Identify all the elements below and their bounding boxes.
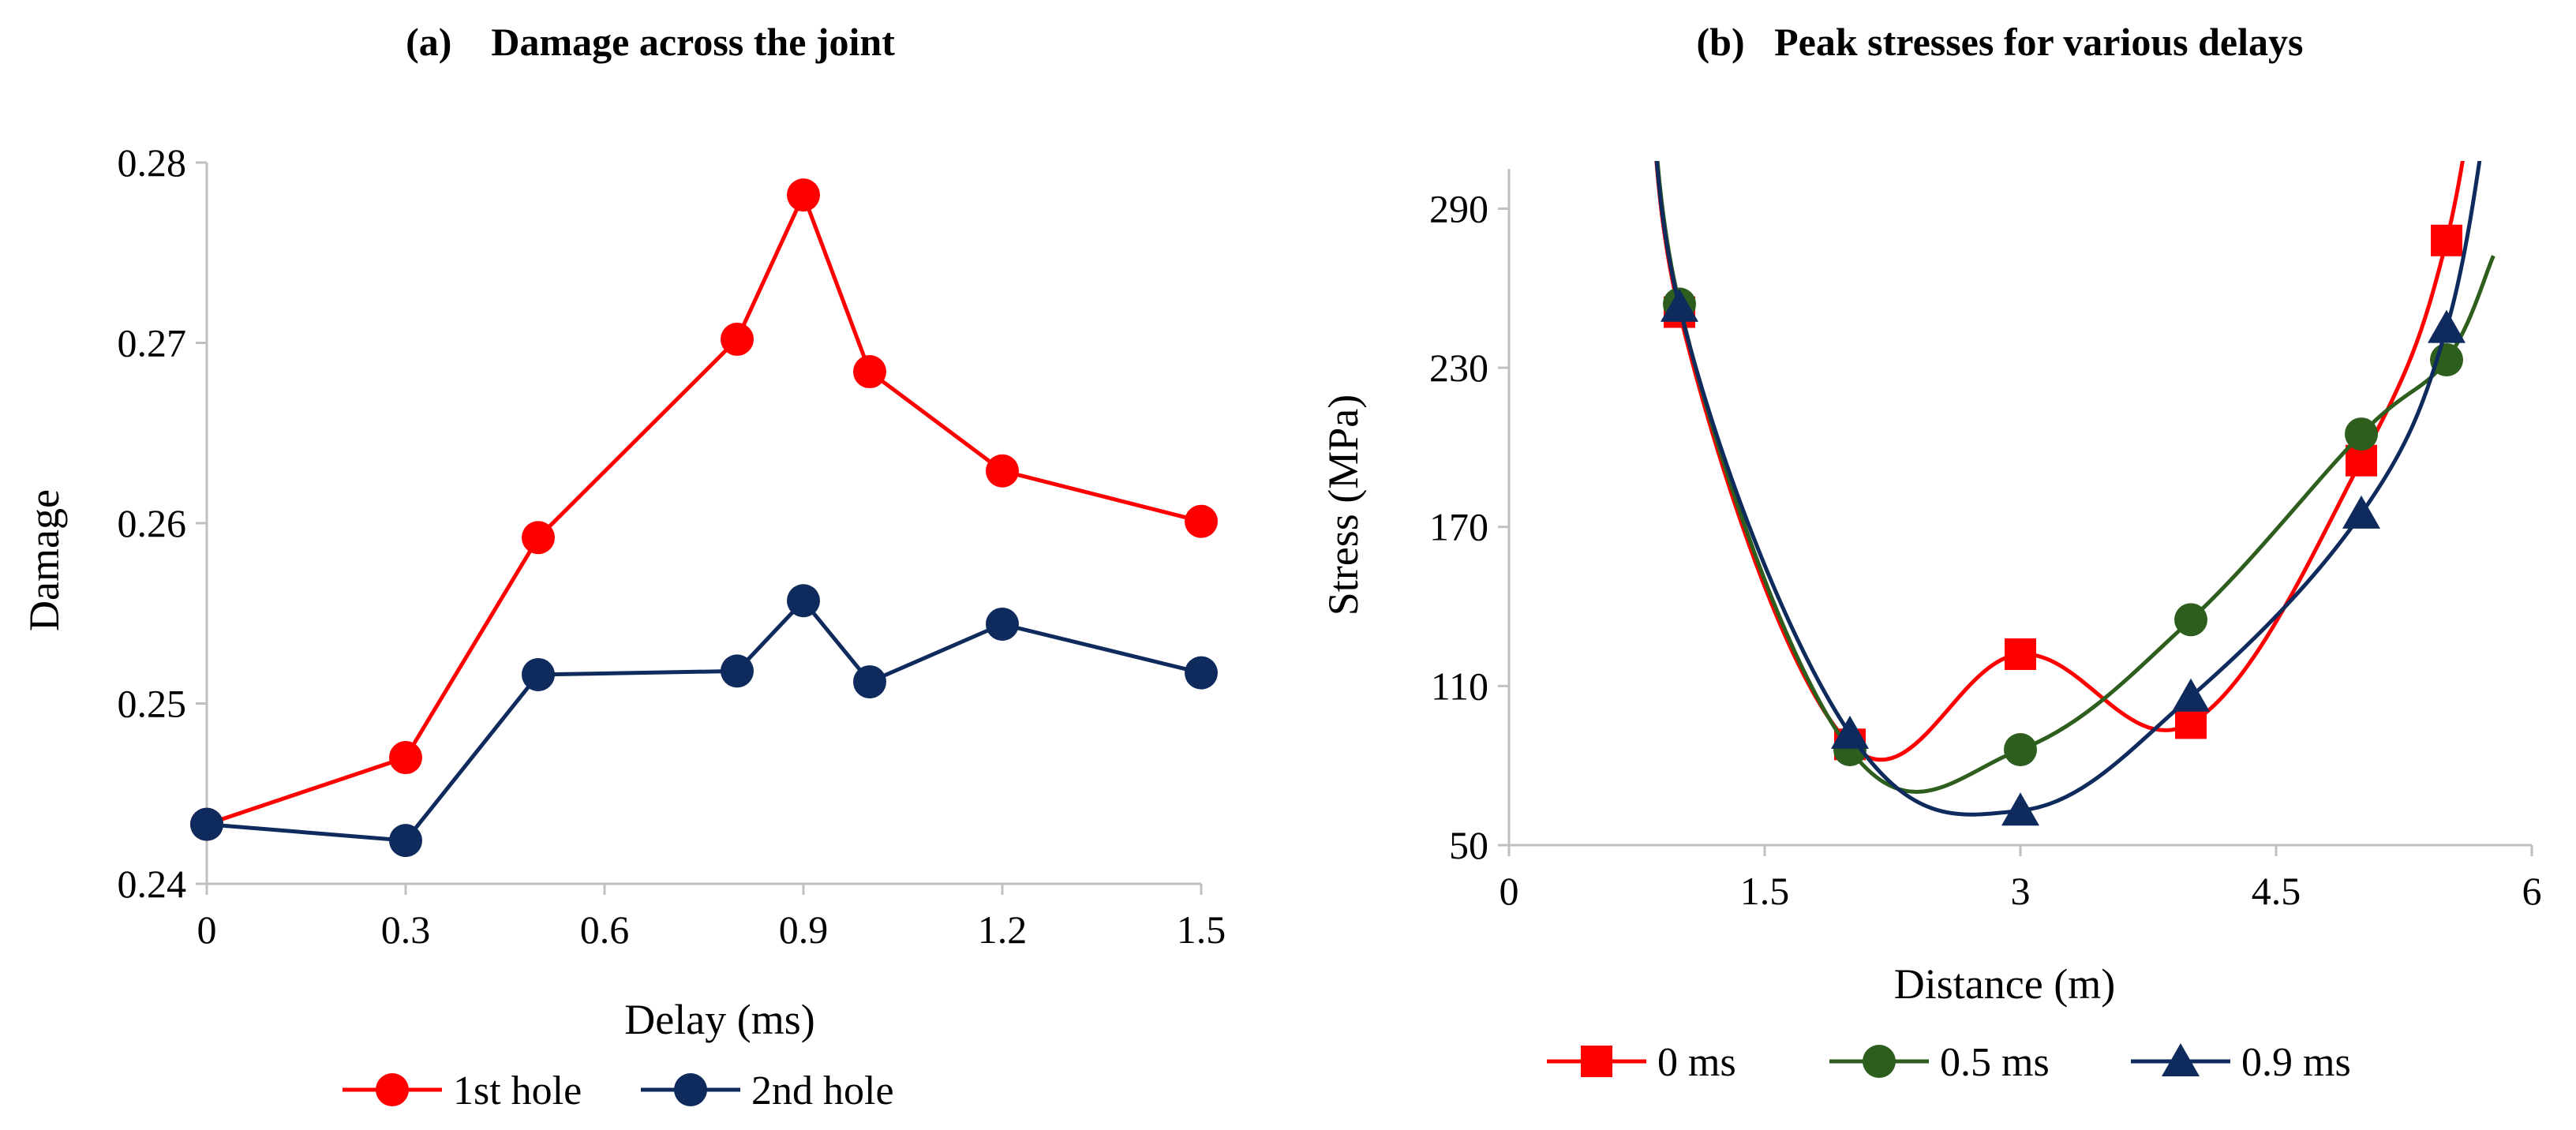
a-point-1st-hole (389, 741, 422, 775)
chart-a-y-ticks: 0.24 0.25 0.26 0.27 0.28 (118, 140, 207, 906)
chart-a-y-label: Damage (21, 489, 68, 631)
b-series-line-0-9-ms (1654, 161, 2482, 817)
a-point-2nd-hole (986, 607, 1019, 641)
a-y-tick-label: 0.25 (118, 682, 187, 726)
b-point-0-ms (2005, 638, 2036, 671)
chart-b-series (1654, 161, 2496, 826)
b-x-tick-label: 6 (2522, 869, 2542, 913)
legend-2nd-hole-marker (674, 1073, 707, 1106)
chart-b-x-ticks: 0 1.5 3 4.5 6 (1500, 845, 2542, 913)
a-point-1st-hole (853, 355, 886, 389)
a-series-line-1st-hole (206, 193, 1202, 826)
b-y-tick-label: 110 (1431, 664, 1488, 708)
a-point-2nd-hole (389, 824, 422, 858)
b-point-0-9-ms (2001, 792, 2039, 826)
b-point-0-9-ms (2428, 309, 2466, 343)
a-x-tick-label: 1.5 (1177, 907, 1226, 952)
legend-2nd-hole-label: 2nd hole (751, 1068, 894, 1113)
b-point-0-5-ms (2004, 733, 2037, 767)
legend-0ms-marker (1581, 1046, 1612, 1077)
a-point-2nd-hole (522, 657, 555, 691)
legend-0-5ms-label: 0.5 ms (1940, 1040, 2050, 1085)
b-y-tick-label: 50 (1449, 823, 1488, 867)
chart-a-legend: 1st hole 2nd hole (343, 1068, 894, 1113)
a-point-2nd-hole (1185, 656, 1218, 690)
legend-0ms-label: 0 ms (1657, 1040, 1736, 1085)
b-series-line-0-ms (1654, 161, 2465, 761)
a-x-tick-label: 0.3 (381, 907, 431, 952)
a-x-tick-label: 0 (197, 907, 217, 952)
a-y-tick-label: 0.24 (118, 862, 187, 906)
b-point-0-ms (2175, 707, 2207, 739)
chart-a-series (190, 178, 1218, 858)
chart-b-legend: 0 ms 0.5 ms 0.9 ms (1547, 1040, 2351, 1085)
legend-0-5ms-marker (1863, 1045, 1896, 1078)
legend-1st-hole-label: 1st hole (453, 1068, 582, 1113)
b-point-0-9-ms (1661, 288, 1698, 322)
chart-b: (b) Peak stresses for various delays 50 1… (1320, 20, 2542, 1085)
a-point-2nd-hole (721, 654, 754, 688)
chart-a-x-ticks: 0 0.3 0.6 0.9 1.2 1.5 (197, 884, 1226, 952)
legend-1st-hole-marker (376, 1073, 409, 1106)
chart-b-x-label: Distance (m) (1894, 960, 2115, 1008)
a-point-1st-hole (986, 454, 1019, 488)
a-y-tick-label: 0.27 (118, 321, 187, 365)
chart-a: (a) Damage across the joint 0.24 0.25 0.26… (21, 20, 1226, 1113)
b-x-tick-label: 0 (1500, 869, 1519, 913)
a-series-line-2nd-hole (206, 598, 1202, 843)
a-point-2nd-hole (190, 807, 223, 841)
legend-0-9ms-marker (2162, 1043, 2200, 1076)
b-y-tick-label: 230 (1429, 346, 1488, 390)
chart-a-x-label: Delay (ms) (624, 996, 814, 1043)
legend-0-9ms-label: 0.9 ms (2241, 1040, 2351, 1085)
a-x-tick-label: 0.6 (580, 907, 630, 952)
b-x-tick-label: 3 (2011, 869, 2031, 913)
a-y-tick-label: 0.28 (118, 140, 187, 185)
a-point-1st-hole (787, 178, 820, 212)
chart-b-title: (b) Peak stresses for various delays (1697, 20, 2304, 64)
a-point-1st-hole (1185, 504, 1218, 538)
a-x-tick-label: 1.2 (978, 907, 1028, 952)
b-point-0-9-ms (1831, 715, 1869, 749)
b-point-0-9-ms (2172, 678, 2210, 712)
b-point-0-5-ms (2345, 417, 2378, 451)
chart-b-y-ticks: 50 110 170 230 290 (1429, 186, 1509, 867)
a-point-2nd-hole (787, 584, 820, 618)
a-x-tick-label: 0.9 (779, 907, 829, 952)
b-x-tick-label: 1.5 (1740, 869, 1790, 913)
chart-b-y-label: Stress (MPa) (1320, 395, 1367, 616)
b-y-tick-label: 170 (1429, 505, 1488, 549)
a-point-2nd-hole (853, 665, 886, 699)
b-point-0-ms (2431, 224, 2462, 256)
b-x-tick-label: 4.5 (2252, 869, 2301, 913)
chart-a-title: (a) Damage across the joint (406, 20, 895, 64)
b-point-0-5-ms (2174, 603, 2207, 637)
a-point-1st-hole (721, 322, 754, 356)
b-point-0-9-ms (2342, 495, 2380, 529)
a-y-tick-label: 0.26 (118, 501, 187, 545)
b-y-tick-label: 290 (1429, 186, 1488, 230)
a-point-1st-hole (522, 521, 555, 555)
